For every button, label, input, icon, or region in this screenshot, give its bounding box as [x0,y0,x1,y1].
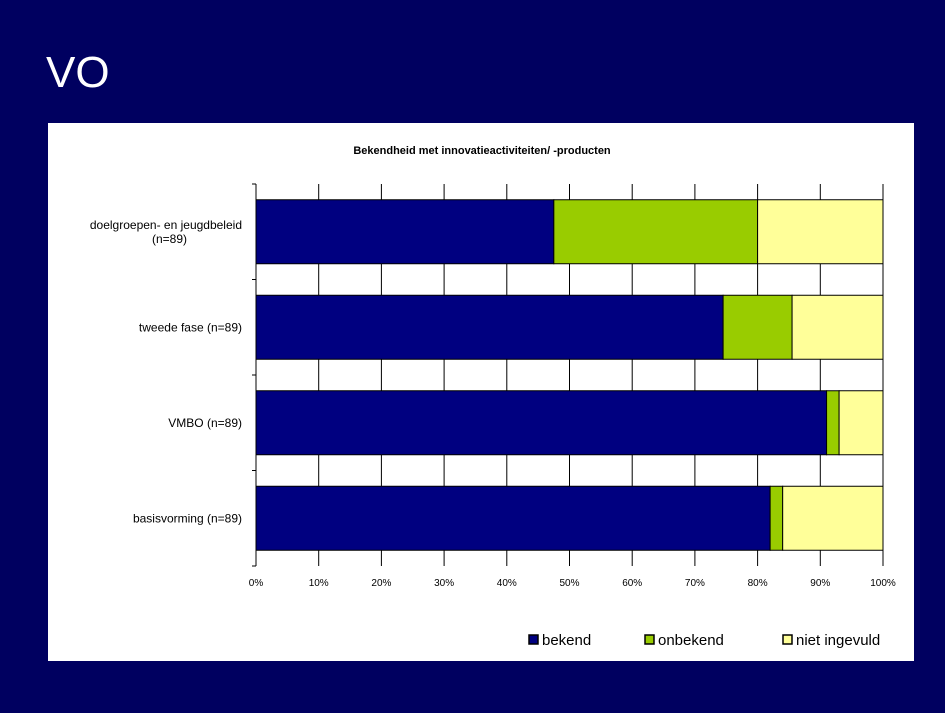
bar-segment-niet-ingevuld [782,485,884,551]
bar-segment-bekend [255,294,724,360]
bar-segment-niet-ingevuld [791,294,884,360]
x-tick-label: 10% [309,578,329,589]
legend-label: niet ingevuld [796,632,880,649]
x-tick-label: 50% [559,578,579,589]
x-tick-label: 30% [434,578,454,589]
chart-title: Bekendheid met innovatieactiviteiten/ -p… [353,145,611,157]
x-tick-label: 70% [685,578,705,589]
bars [255,199,884,551]
category-label-line: VMBO (n=89) [168,416,242,430]
bar-segment-bekend [255,390,828,456]
legend-swatch-niet-ingevuld [782,634,793,645]
bar-segment-niet-ingevuld [757,199,884,265]
category-label-line: doelgroepen- en jeugdbeleid [90,218,242,232]
bar-segment-onbekend [769,485,784,551]
stacked-bar-chart: Bekendheid met innovatieactiviteiten/ -p… [90,145,896,649]
slide-title: VO [46,48,110,97]
bar-segment-onbekend [826,390,840,456]
chart-panel: Bekendheid met innovatieactiviteiten/ -p… [48,123,914,661]
x-tick-label: 80% [748,578,768,589]
legend-label: onbekend [658,632,724,649]
category-label: tweede fase (n=89) [139,320,242,334]
x-tick-label: 60% [622,578,642,589]
axes: 0% 10% 20% 30% 40% 50% 60% 70% 80% 90% 100% doelgro… [90,183,896,589]
category-label: doelgroepen- en jeugdbeleid (n=89) [90,218,242,246]
bar-segment-bekend [255,199,555,265]
legend-label: bekend [542,632,591,649]
category-label: VMBO (n=89) [168,416,242,430]
bar-segment-onbekend [722,294,793,360]
legend: bekend onbekend niet ingevuld [528,632,880,649]
legend-swatch-onbekend [644,634,655,645]
x-tick-label: 0% [249,578,264,589]
legend-swatch-bekend [528,634,539,645]
x-tick-label: 20% [371,578,391,589]
x-tick-label: 90% [810,578,830,589]
x-tick-label: 40% [497,578,517,589]
category-label-line: (n=89) [152,232,187,246]
category-label-line: basisvorming (n=89) [133,511,242,525]
bar-segment-onbekend [553,199,759,265]
x-tick-label: 100% [870,578,896,589]
category-label-line: tweede fase (n=89) [139,320,242,334]
bar-segment-bekend [255,485,771,551]
bar-segment-niet-ingevuld [838,390,884,456]
category-label: basisvorming (n=89) [133,511,242,525]
